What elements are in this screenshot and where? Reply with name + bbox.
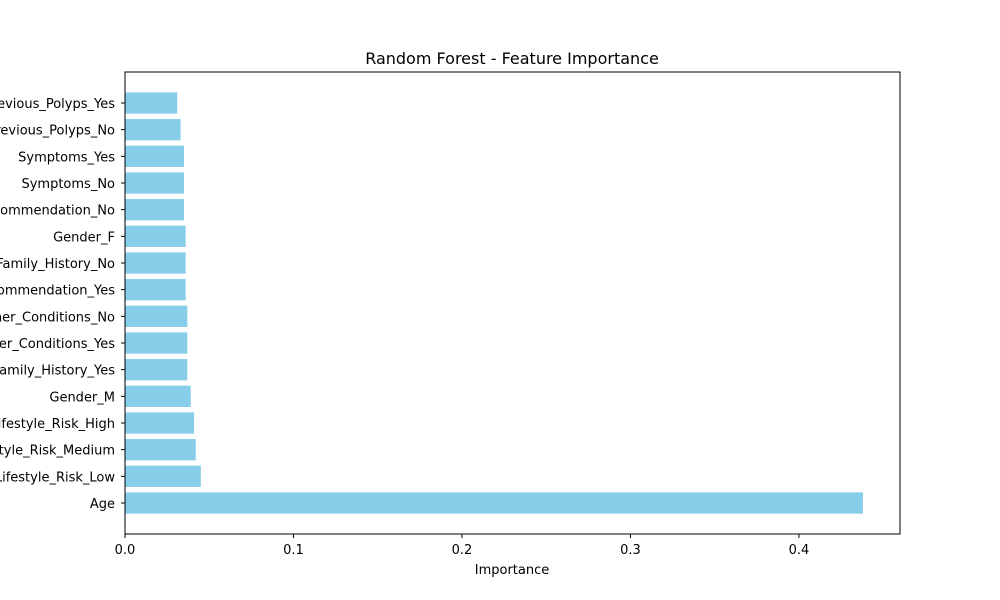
bar-lifestyle-risk-low (125, 465, 201, 487)
x-tick-label: 0.0 (115, 543, 136, 558)
x-tick-label: 0.1 (283, 543, 304, 558)
y-tick-label: Family_History_No (0, 257, 115, 272)
y-tick-label: Other_Conditions_Yes (0, 337, 115, 352)
chart-title: Random Forest - Feature Importance (365, 49, 659, 68)
y-tick-label: Family_History_Yes (0, 364, 115, 379)
bar-other-conditions-no (125, 305, 188, 327)
x-tick-label: 0.3 (620, 543, 641, 558)
bar-previous-polyps-yes (125, 92, 178, 114)
x-axis-label: Importance (475, 563, 550, 578)
y-tick-label: Gender_F (53, 230, 115, 245)
x-tick-label: 0.4 (789, 543, 810, 558)
y-tick-label: Symptoms_Yes (18, 150, 115, 165)
y-tick-label: Lifestyle_Risk_Medium (0, 444, 115, 459)
y-tick-label: Previous_Polyps_Yes (0, 97, 115, 112)
y-tick-label: Previous_Polyps_No (0, 124, 115, 139)
bar-symptoms-no (125, 172, 184, 194)
y-tick-label: Recommendation_No (0, 204, 115, 219)
bar-age (125, 492, 863, 514)
y-tick-label: Lifestyle_Risk_Low (0, 470, 115, 485)
bar-symptoms-yes (125, 145, 184, 167)
bar-lifestyle-risk-high (125, 412, 195, 434)
bar-previous-polyps-no (125, 119, 181, 141)
bar-family-history-yes (125, 359, 188, 381)
y-tick-label: Age (90, 497, 115, 512)
y-tick-label: Symptoms_No (21, 177, 115, 192)
y-tick-label: Gender_M (49, 390, 115, 405)
bar-gender-m (125, 385, 191, 407)
bars-group (125, 92, 863, 514)
bar-recommendation-yes (125, 279, 186, 301)
x-tick-label: 0.2 (452, 543, 473, 558)
axes-frame (124, 71, 901, 535)
y-tick-label: Other_Conditions_No (0, 310, 115, 325)
plot-area: Age Lifestyle_Risk_Low Lifestyle_Risk_Medi… (0, 71, 901, 558)
x-ticks-group: 0.0 0.1 0.2 0.3 0.4 (115, 534, 810, 558)
bar-other-conditions-yes (125, 332, 188, 354)
y-ticks-group: Age Lifestyle_Risk_Low Lifestyle_Risk_Medi… (0, 97, 125, 512)
y-tick-label: Lifestyle_Risk_High (0, 417, 115, 432)
bar-gender-f (125, 225, 186, 247)
bar-family-history-no (125, 252, 186, 274)
bar-recommendation-no (125, 199, 184, 221)
bar-lifestyle-risk-medium (125, 439, 196, 461)
y-tick-label: Recommendation_Yes (0, 284, 115, 299)
